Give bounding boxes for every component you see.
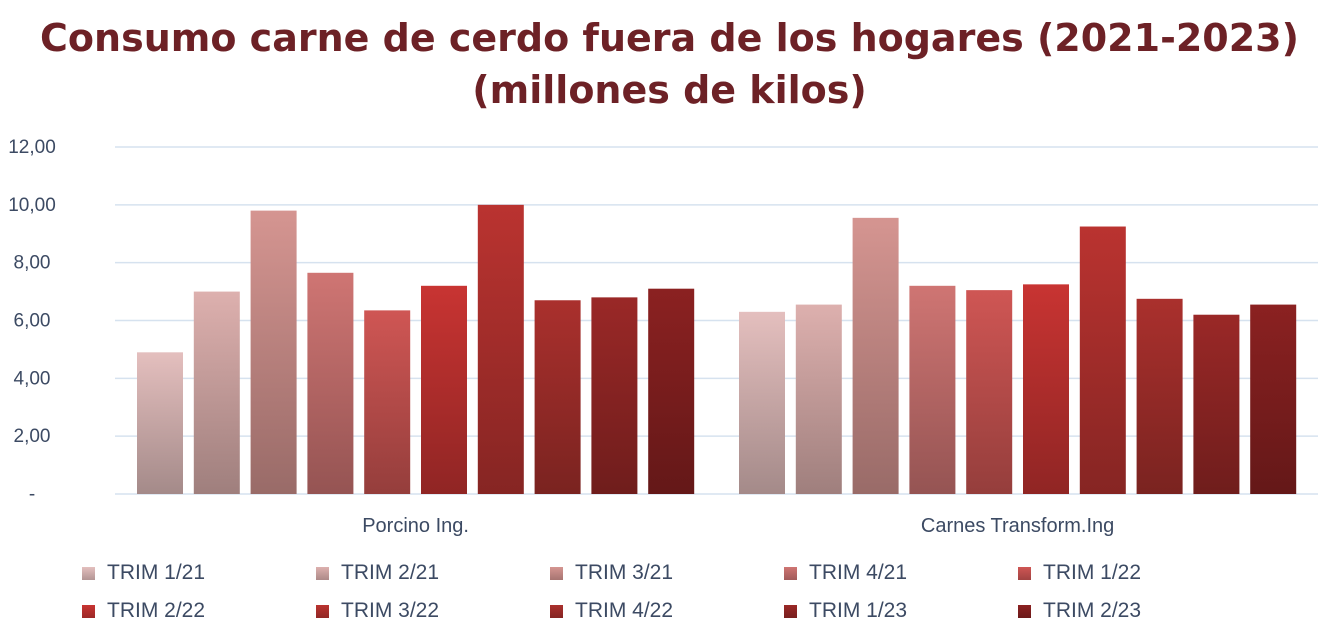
bar <box>250 210 297 494</box>
bar <box>137 352 183 494</box>
bar <box>1193 314 1240 494</box>
legend-swatch <box>550 566 563 580</box>
legend-label: TRIM 3/22 <box>341 599 440 622</box>
x-category-label: Porcino Ing. <box>362 515 469 537</box>
bar <box>1136 298 1183 494</box>
legend-label: TRIM 1/23 <box>809 599 908 622</box>
legend-swatch <box>316 604 329 618</box>
legend-item: TRIM 2/22 <box>82 598 316 624</box>
legend: TRIM 1/21 TRIM 2/21 TRIM 3/21 TRIM 4/21 TRIM… <box>82 560 1322 624</box>
bar <box>1023 284 1069 494</box>
legend-label: TRIM 1/22 <box>1043 561 1142 584</box>
bar <box>477 204 524 495</box>
legend-swatch <box>784 604 797 618</box>
bar <box>193 291 240 494</box>
legend-label: TRIM 2/23 <box>1043 599 1142 622</box>
bar <box>966 290 1013 494</box>
legend-item: TRIM 1/21 <box>82 560 316 586</box>
y-tick-label: 10,00 <box>8 195 56 216</box>
bar <box>1250 304 1297 494</box>
y-tick-label: - <box>29 484 35 505</box>
y-tick-label: 12,00 <box>8 137 56 158</box>
legend-item: TRIM 2/21 <box>316 560 550 586</box>
legend-label: TRIM 4/21 <box>809 561 908 584</box>
legend-swatch <box>1018 566 1031 580</box>
bar <box>1079 226 1126 495</box>
legend-swatch <box>784 566 797 580</box>
x-category-label: Carnes Transform.Ing <box>921 515 1114 537</box>
legend-swatch <box>82 566 95 580</box>
plot-area: - 2,00 4,00 6,00 8,00 10,00 12,00 Porcino Ing.… <box>8 137 1318 537</box>
legend-item: TRIM 3/21 <box>550 560 784 586</box>
x-axis-category-labels: Porcino Ing. Carnes Transform.Ing <box>362 515 1114 537</box>
y-tick-label: 4,00 <box>14 368 51 389</box>
legend-label: TRIM 2/21 <box>341 561 440 584</box>
bar <box>852 217 899 495</box>
bar <box>421 285 467 494</box>
legend-label: TRIM 4/22 <box>575 599 674 622</box>
chart-subtitle: (millones de kilos) <box>472 68 867 112</box>
legend-label: TRIM 3/21 <box>575 561 674 584</box>
chart-title: Consumo carne de cerdo fuera de los hoga… <box>40 16 1299 60</box>
bar <box>534 300 581 494</box>
legend-label: TRIM 1/21 <box>107 561 206 584</box>
legend-label: TRIM 2/22 <box>107 599 206 622</box>
y-tick-label: 8,00 <box>14 253 51 274</box>
legend-swatch <box>82 604 95 618</box>
legend-item: TRIM 3/22 <box>316 598 550 624</box>
bars <box>137 204 1297 495</box>
legend-item: TRIM 4/22 <box>550 598 784 624</box>
legend-item: TRIM 1/22 <box>1018 560 1252 586</box>
bar <box>739 311 785 494</box>
legend-item: TRIM 1/23 <box>784 598 1018 624</box>
y-axis-tick-labels: - 2,00 4,00 6,00 8,00 10,00 12,00 <box>8 137 56 505</box>
bar <box>648 288 695 494</box>
bar <box>307 272 354 494</box>
legend-item: TRIM 4/21 <box>784 560 1018 586</box>
bar <box>795 304 842 494</box>
legend-swatch <box>316 566 329 580</box>
y-tick-label: 2,00 <box>14 426 51 447</box>
bar <box>909 285 956 494</box>
y-tick-label: 6,00 <box>14 311 51 332</box>
legend-item: TRIM 2/23 <box>1018 598 1252 624</box>
bar <box>591 297 638 494</box>
legend-swatch <box>1018 604 1031 618</box>
bar <box>364 310 411 494</box>
legend-swatch <box>550 604 563 618</box>
